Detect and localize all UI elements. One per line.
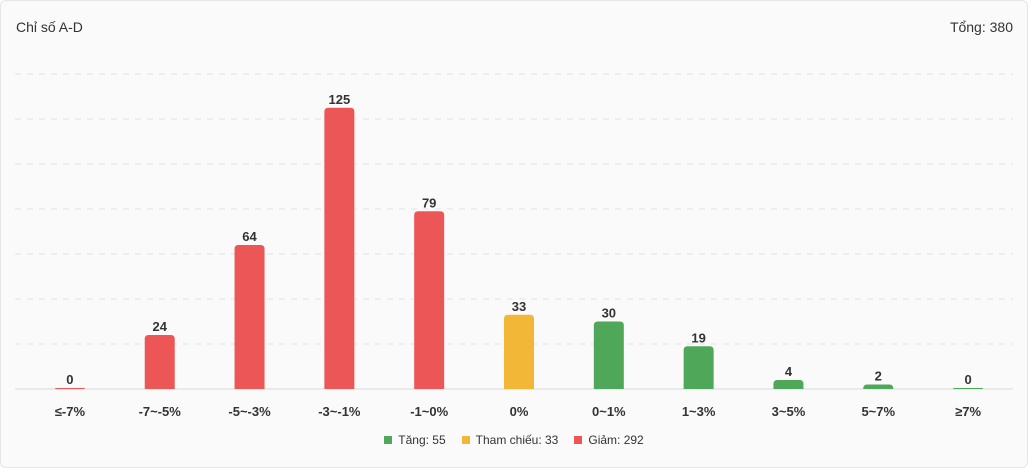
chart-value-labels: 0 24 64 125 79 33 30 19 4 2 0 [66,92,971,387]
bar-0[interactable] [54,388,85,389]
bar-6[interactable] [593,321,624,390]
legend-swatch-down [574,436,583,444]
x-tick-label: 1~3% [682,404,716,419]
bar-8[interactable] [773,380,804,389]
bar-value-label: 33 [512,299,526,314]
bar-value-label: 4 [785,364,793,379]
bar-value-label: 0 [66,372,73,387]
bar-10[interactable] [953,388,984,389]
chart-title: Chỉ số A-D [16,19,83,35]
legend-item-up[interactable]: Tăng: 55 [384,433,446,447]
bar-3[interactable] [324,107,355,389]
x-tick-label: -7~-5% [139,404,182,419]
bar-7[interactable] [683,346,714,389]
chart-x-tick-labels: ≤-7% -7~-5% -5~-3% -3~-1% -1~0% 0% 0~1% 1~3% 3~5… [55,404,982,419]
bar-value-label: 125 [329,92,351,107]
x-tick-label: ≥7% [955,404,981,419]
bar-value-label: 64 [242,229,257,244]
chart-legend: Tăng: 55 Tham chiếu: 33 Giảm: 292 [0,433,1028,447]
bar-value-label: 2 [875,369,882,384]
bar-1[interactable] [144,335,175,389]
bar-value-label: 79 [422,195,436,210]
bar-5[interactable] [504,314,534,389]
bar-value-label: 24 [152,319,167,334]
legend-swatch-up [384,436,393,444]
bar-4[interactable] [414,211,445,389]
chart-bars [54,107,984,390]
x-tick-label: 0~1% [592,404,626,419]
x-tick-label: -3~-1% [318,404,361,419]
x-tick-label: -1~0% [410,404,448,419]
x-tick-label: 0% [510,404,529,419]
legend-label-reference: Tham chiếu: 33 [475,433,559,447]
chart-gridlines [15,73,1013,390]
legend-swatch-reference [461,436,470,444]
bar-value-label: 30 [602,306,616,321]
legend-item-down[interactable]: Giảm: 292 [574,433,644,447]
total-count: Tổng: 380 [949,19,1013,35]
x-tick-label: 5~7% [861,404,895,419]
bar-9[interactable] [863,384,894,390]
bar-value-label: 0 [964,372,971,387]
legend-label-down: Giảm: 292 [588,433,644,447]
x-tick-label: 3~5% [772,404,806,419]
x-tick-label: ≤-7% [55,404,86,419]
legend-label-up: Tăng: 55 [398,433,446,447]
bar-value-label: 19 [691,330,705,345]
x-tick-label: -5~-3% [228,404,271,419]
legend-item-reference[interactable]: Tham chiếu: 33 [461,433,559,447]
bar-2[interactable] [234,245,265,389]
